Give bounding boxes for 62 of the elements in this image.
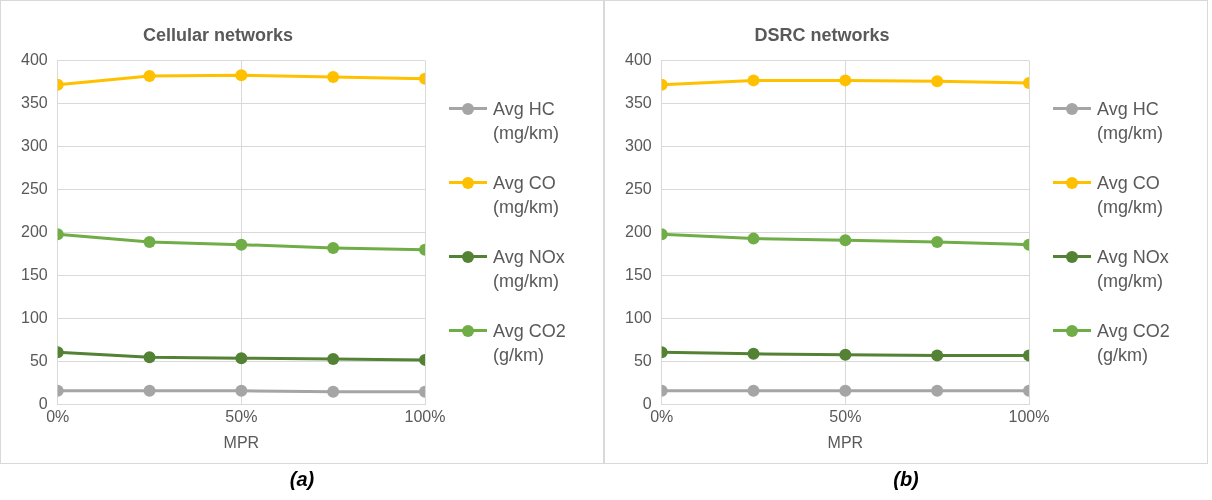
- y-tick-label: 150: [624, 266, 652, 284]
- y-tick-label: 50: [29, 352, 48, 370]
- x-tick-label: 100%: [404, 407, 446, 425]
- y-tick-label: 250: [624, 180, 652, 198]
- legend-label: Avg NOx (mg/km): [493, 246, 566, 293]
- y-tick-label: 250: [20, 180, 48, 198]
- x-tick-label: 50%: [225, 407, 258, 425]
- y-tick-label: 400: [624, 51, 652, 69]
- legend-label: Avg HC (mg/km): [493, 98, 560, 145]
- point: [327, 353, 340, 366]
- legend-label: Avg NOx (mg/km): [1097, 246, 1170, 293]
- legend-label: Avg CO2 (g/km): [493, 320, 567, 367]
- y-tick-label: 350: [20, 94, 48, 112]
- y-tick-label: 200: [20, 223, 48, 241]
- point: [235, 69, 248, 82]
- point: [235, 238, 248, 251]
- point: [839, 234, 852, 247]
- point: [235, 352, 248, 365]
- x-tick-label: 0%: [46, 407, 70, 425]
- x-tick-label: 0%: [650, 407, 674, 425]
- y-tick-label: 400: [20, 51, 48, 69]
- y-tick-label: 300: [20, 137, 48, 155]
- point: [839, 74, 852, 87]
- point: [839, 348, 852, 361]
- x-tick-label: 50%: [829, 407, 862, 425]
- point: [143, 236, 156, 249]
- point: [235, 384, 248, 397]
- y-tick-label: 200: [624, 223, 652, 241]
- point: [931, 384, 944, 397]
- point: [327, 242, 340, 255]
- point: [747, 232, 760, 245]
- text: (b): [892, 467, 920, 491]
- point: [931, 75, 944, 88]
- point: [327, 385, 340, 398]
- y-tick-label: 100: [624, 309, 652, 327]
- legend-label: Avg CO (mg/km): [1097, 172, 1164, 219]
- point: [327, 70, 340, 83]
- point: [931, 236, 944, 249]
- point: [143, 384, 156, 397]
- point: [747, 384, 760, 397]
- point: [143, 351, 156, 364]
- x-tick-label: 100%: [1008, 407, 1050, 425]
- text: (a): [288, 467, 316, 491]
- x-axis-title: MPR: [827, 433, 864, 451]
- legend-label: Avg CO2 (g/km): [1097, 320, 1171, 367]
- y-tick-label: 0: [38, 395, 48, 413]
- y-tick-label: 350: [624, 94, 652, 112]
- y-tick-label: 0: [642, 395, 652, 413]
- chart-title: DSRC networks: [754, 24, 890, 45]
- point: [931, 349, 944, 362]
- point: [143, 70, 156, 83]
- point: [839, 384, 852, 397]
- x-axis-title: MPR: [223, 433, 260, 451]
- legend-label: Avg CO (mg/km): [493, 172, 560, 219]
- chart-title: Cellular networks: [142, 24, 294, 45]
- y-tick-label: 300: [624, 137, 652, 155]
- y-tick-label: 100: [20, 309, 48, 327]
- y-tick-label: 50: [633, 352, 652, 370]
- y-tick-label: 150: [20, 266, 48, 284]
- point: [747, 347, 760, 360]
- legend-label: Avg HC (mg/km): [1097, 98, 1164, 145]
- point: [747, 74, 760, 87]
